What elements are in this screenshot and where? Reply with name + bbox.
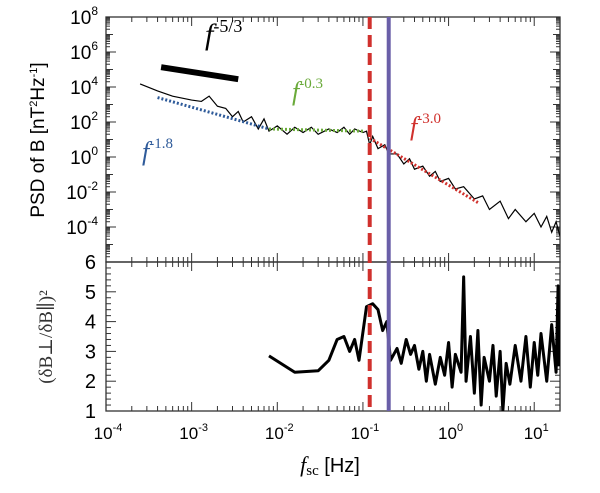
ratio-y-tick-label: 3	[85, 341, 96, 363]
x-tick-label: 101	[524, 422, 549, 443]
fit-label: f-1.8	[142, 136, 173, 166]
ratio-y-axis-label: (δB⊥/δB∥)²	[36, 290, 57, 384]
ratio-panel: 10-4 10-3 10-2 10-1 100 101 1 2 3 4 5 6	[85, 252, 561, 443]
x-tick-label: 10-1	[351, 422, 380, 443]
psd-y-tick-label: 106	[70, 39, 98, 64]
x-tick-label: 10-4	[94, 422, 123, 443]
x-tick-label: 100	[438, 422, 463, 443]
ratio-y-tick-label: 4	[85, 312, 96, 334]
psd-y-tick-label: 10-4	[66, 214, 98, 239]
fit-label: f-5/3	[205, 16, 242, 51]
psd-panel: 108 106 104 102 100 10-2 10-4 f-1.8 f-0.3 f-3.0 f-…	[66, 4, 561, 263]
psd-line	[139, 83, 560, 237]
ratio-y-tick-label: 5	[85, 282, 96, 304]
psd-y-tick-label: 102	[70, 109, 98, 134]
ratio-y-tick-label: 2	[85, 371, 96, 393]
psd-y-axis-label: PSD of B [nT2Hz-1]	[28, 62, 49, 217]
fit-line	[157, 96, 270, 131]
psd-y-tick-label: 108	[70, 4, 98, 29]
psd-y-tick-label: 10-2	[66, 179, 98, 204]
x-axis-label: fsc [Hz]	[300, 452, 360, 479]
x-tick-label: 10-2	[265, 422, 294, 443]
ratio-line	[268, 275, 560, 411]
psd-plot-frame	[105, 16, 561, 263]
ratio-y-tick-label: 6	[85, 252, 96, 274]
fit-label: f-0.3	[292, 76, 323, 106]
ratio-y-tick-label: 1	[85, 401, 96, 423]
ratio-plot-frame	[105, 261, 561, 412]
fit-line	[160, 64, 239, 83]
x-tick-label: 10-3	[179, 422, 208, 443]
psd-y-tick-label: 104	[70, 74, 98, 99]
fit-label: f-3.0	[410, 111, 441, 141]
psd-y-tick-label: 100	[70, 144, 98, 169]
